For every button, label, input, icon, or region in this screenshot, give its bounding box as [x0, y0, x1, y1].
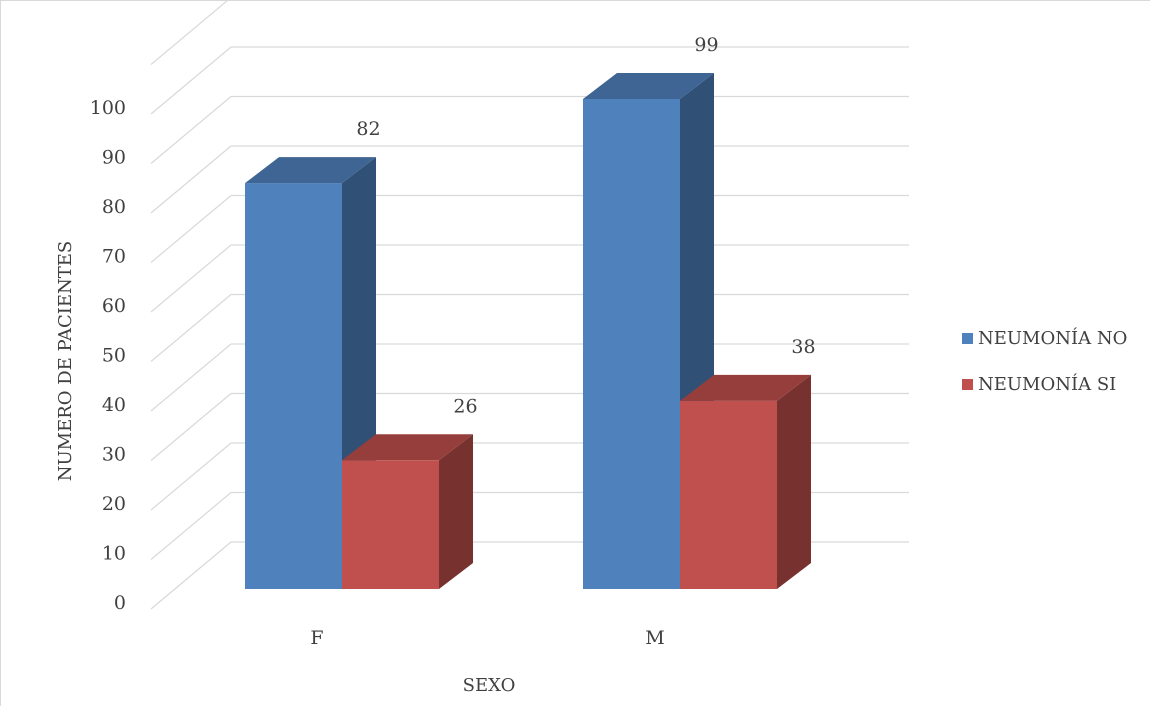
bar — [245, 157, 376, 589]
bar-top — [583, 72, 714, 99]
gridline-side — [150, 294, 232, 362]
data-label: 82 — [356, 118, 380, 140]
data-label: 38 — [791, 336, 815, 358]
gridline-side — [150, 244, 232, 313]
bar-front — [680, 400, 777, 589]
bars — [245, 72, 811, 589]
bar-side — [439, 434, 473, 589]
bar — [583, 72, 714, 589]
gridline-side — [150, 195, 232, 263]
bar-top — [680, 374, 811, 401]
y-tick-label: 20 — [102, 493, 126, 515]
x-tick-label: M — [645, 627, 664, 649]
y-tick-label: 30 — [102, 444, 126, 466]
y-tick-label: 70 — [102, 246, 126, 268]
y-axis-ticks: 0 10 20 30 40 50 60 70 80 90 100 — [90, 97, 126, 614]
gridline-side — [150, 46, 232, 115]
gridline-side — [150, 541, 232, 610]
legend-label: NEUMONÍA SI — [978, 372, 1116, 395]
y-tick-label: 50 — [102, 345, 126, 367]
data-labels: 82 26 99 38 — [356, 34, 815, 417]
y-tick-label: 40 — [102, 394, 126, 416]
bar-top — [342, 434, 473, 461]
legend-swatch — [962, 379, 973, 390]
gridline-side — [150, 96, 232, 164]
legend: NEUMONÍA NO NEUMONÍA SI — [962, 326, 1127, 395]
data-label: 99 — [694, 34, 718, 56]
x-tick-label: F — [310, 627, 323, 649]
y-axis-title: NUMERO DE PACIENTES — [55, 241, 76, 482]
y-tick-label: 0 — [114, 592, 126, 614]
gridline-side — [150, 492, 232, 560]
bar — [342, 434, 473, 589]
y-tick-label: 10 — [102, 543, 126, 565]
bar-side — [777, 374, 811, 589]
y-tick-label: 90 — [102, 147, 126, 169]
legend-swatch — [962, 333, 973, 344]
gridline-side — [150, 145, 232, 214]
x-axis-title: SEXO — [463, 675, 516, 696]
gridline-side — [150, 442, 232, 511]
gridline-side — [150, 343, 232, 412]
gridline-side — [150, 393, 232, 461]
legend-label: NEUMONÍA NO — [978, 326, 1127, 349]
bar — [680, 374, 811, 589]
y-tick-label: 100 — [90, 97, 126, 119]
legend-item: NEUMONÍA SI — [962, 372, 1116, 395]
y-tick-label: 80 — [102, 196, 126, 218]
y-tick-label: 60 — [102, 295, 126, 317]
bar-top — [245, 157, 376, 184]
bar-front — [245, 183, 342, 589]
legend-item: NEUMONÍA NO — [962, 326, 1127, 349]
data-label: 26 — [453, 395, 477, 417]
bar-front — [583, 98, 680, 589]
gridline-side — [150, 0, 229, 65]
bar-front — [342, 460, 439, 589]
